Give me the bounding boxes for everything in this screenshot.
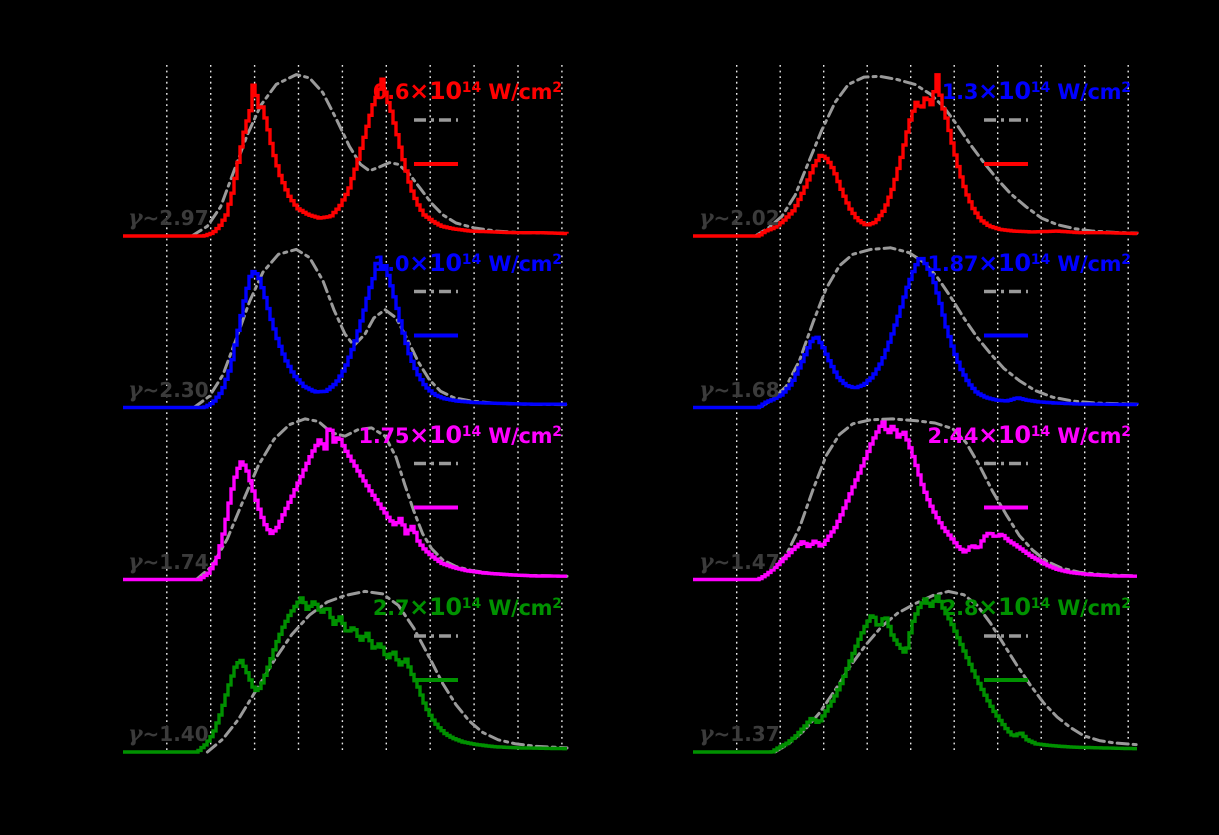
exponent: 14 [1030,251,1051,268]
times-sign: ×10 [409,77,462,105]
envelope-curve [773,589,1139,754]
times-sign: ×10 [409,248,462,277]
gamma-symbol: γ [699,721,714,747]
gamma-label-left-4: γ~1.40 [128,721,209,747]
spectrum-trace [123,596,567,754]
intensity-label-left-3: 1.75×1014 W/cm2 [359,421,562,449]
intensity-unit: W/cm [1050,251,1122,276]
intensity-coef: 2.44 [927,423,979,448]
spectrum-trace [693,594,1137,754]
intensity-unit: W/cm [481,596,553,620]
intensity-coef: 0.6 [372,80,410,104]
spectrum-trace [123,261,567,410]
gamma-value: ~1.37 [713,722,780,746]
gamma-symbol: γ [699,205,714,231]
gamma-label-left-3: γ~1.74 [128,549,209,575]
spectrum-trace [123,77,569,238]
gamma-symbol: γ [128,548,143,575]
unit-exponent: 2 [552,596,562,612]
spectrum-trace [123,427,567,582]
gamma-value: ~1.68 [713,377,780,402]
intensity-unit: W/cm [1050,596,1122,620]
gamma-symbol: γ [699,548,714,575]
times-sign: ×10 [978,593,1031,621]
intensity-label-right-4: 2.8×1014 W/cm2 [942,593,1131,621]
gamma-symbol: γ [699,376,714,403]
gamma-symbol: γ [128,721,143,747]
envelope-curve [758,417,1139,581]
times-sign: ×10 [409,420,462,449]
intensity-label-left-1: 0.6×1014 W/cm2 [373,77,562,105]
unit-exponent: 2 [1121,596,1131,612]
exponent: 14 [461,80,482,96]
gamma-label-left-1: γ~2.97 [128,205,209,231]
exponent: 14 [1030,596,1051,612]
gamma-label-right-4: γ~1.37 [699,721,780,747]
intensity-unit: W/cm [1050,80,1122,104]
exponent: 14 [1030,80,1051,96]
intensity-label-right-2: 1.87×1014 W/cm2 [928,249,1131,277]
spectrum-trace [693,73,1139,238]
exponent: 14 [461,596,482,612]
times-sign: ×10 [978,248,1031,277]
unit-exponent: 2 [552,80,562,96]
times-sign: ×10 [978,420,1031,449]
intensity-coef: 2.8 [941,596,979,620]
spectrum-trace [693,256,1139,410]
gamma-label-right-2: γ~1.68 [699,377,780,403]
gamma-value: ~2.02 [713,206,780,230]
intensity-unit: W/cm [481,423,553,448]
gamma-value: ~2.97 [142,206,209,230]
unit-exponent: 2 [1121,423,1131,440]
intensity-coef: 1.3 [941,80,979,104]
gamma-value: ~1.47 [713,549,780,574]
intensity-label-right-1: 1.3×1014 W/cm2 [942,77,1131,105]
unit-exponent: 2 [552,423,562,440]
gamma-symbol: γ [128,376,143,403]
unit-exponent: 2 [1121,80,1131,96]
intensity-unit: W/cm [481,251,553,276]
envelope-curve [753,74,1139,238]
unit-exponent: 2 [1121,251,1131,268]
intensity-label-right-3: 2.44×1014 W/cm2 [928,421,1131,449]
intensity-coef: 2.7 [372,596,410,620]
gamma-label-left-2: γ~2.30 [128,377,209,403]
gamma-label-right-1: γ~2.02 [699,205,780,231]
spectrum-trace [693,420,1137,582]
unit-exponent: 2 [552,251,562,268]
times-sign: ×10 [409,593,462,621]
exponent: 14 [1030,423,1051,440]
gamma-value: ~1.40 [142,722,209,746]
intensity-label-left-4: 2.7×1014 W/cm2 [373,593,562,621]
gamma-value: ~1.74 [142,549,209,574]
intensity-coef: 1.75 [358,423,410,448]
intensity-unit: W/cm [1050,423,1122,448]
gamma-value: ~2.30 [142,377,209,402]
gamma-symbol: γ [128,205,143,231]
envelope-curve [192,247,569,409]
envelope-curve [190,73,569,238]
intensity-unit: W/cm [481,80,553,104]
exponent: 14 [461,423,482,440]
gamma-label-right-3: γ~1.47 [699,549,780,575]
intensity-label-left-2: 1.0×1014 W/cm2 [373,249,562,277]
exponent: 14 [461,251,482,268]
intensity-coef: 1.87 [927,251,979,276]
intensity-coef: 1.0 [372,251,410,276]
times-sign: ×10 [978,77,1031,105]
